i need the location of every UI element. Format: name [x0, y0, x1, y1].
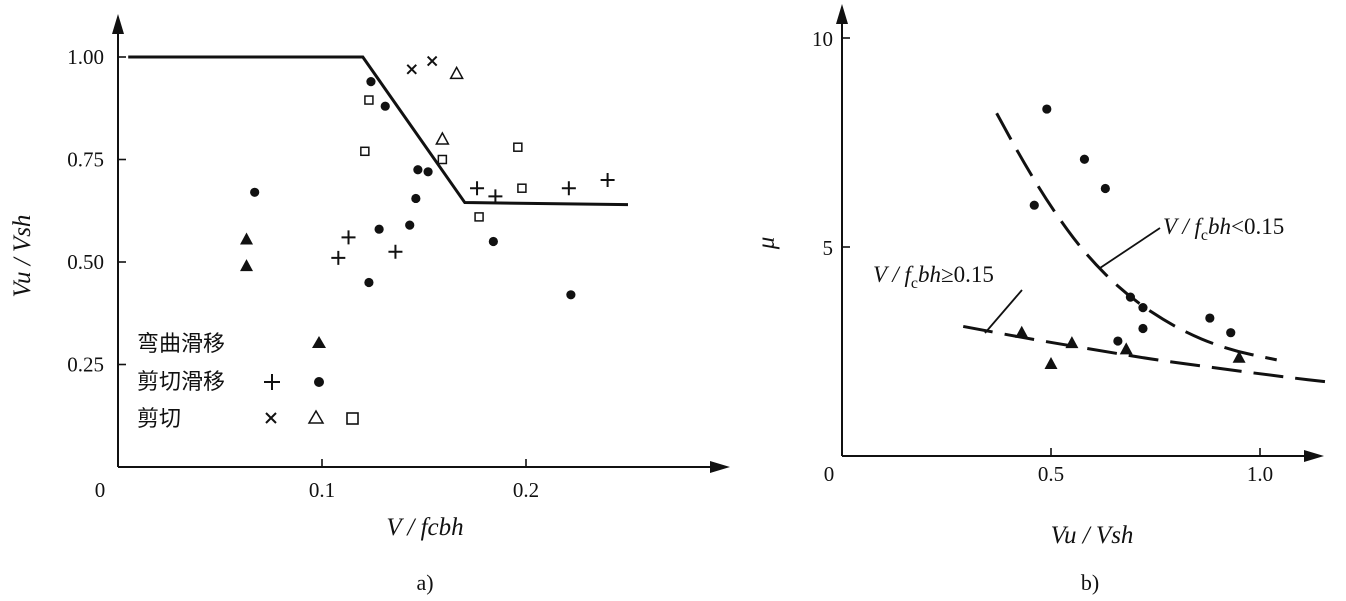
- data-point-open-square: [517, 183, 527, 193]
- chart-a-tick-labels: 0.25 0.50 0.75 1.00 0 0.1 0.2: [67, 45, 539, 502]
- data-point-filled-circle: [488, 236, 498, 247]
- data-point-filled-circle: [566, 290, 576, 300]
- data-point-filled-triangle: [1232, 350, 1246, 363]
- data-point-plus: [388, 244, 403, 259]
- chart-b-tick-labels: 5 10 0 0.5 1.0: [812, 27, 1273, 486]
- data-point-filled-triangle: [240, 259, 254, 272]
- legend-label-shear: 剪切: [137, 407, 181, 432]
- data-point-plus: [341, 230, 356, 245]
- lower-curve-label: V / fcbh≥0.15: [873, 262, 994, 292]
- data-point-plus: [331, 250, 346, 265]
- data-point-plus: [488, 189, 503, 204]
- legend-label-bend-slip: 弯曲滑移: [137, 332, 225, 357]
- y-tick-label: 5: [823, 236, 834, 260]
- data-point-x: [426, 55, 438, 67]
- data-point-filled-circle: [423, 167, 433, 177]
- data-point-filled-circle: [364, 277, 374, 288]
- x-tick-label: 0: [824, 462, 835, 486]
- data-point-plus: [600, 173, 615, 187]
- chart-b-ticks: [842, 37, 1261, 456]
- data-point-filled-circle: [1138, 323, 1148, 334]
- x-tick-label: 1.0: [1247, 462, 1273, 486]
- data-point-open-square: [513, 142, 523, 152]
- chart-a: 0.25 0.50 0.75 1.00 0 0.1 0.2 V / fcbh Vu / Vs…: [9, 14, 730, 595]
- legend-open-triangle-marker: [307, 409, 325, 424]
- x-tick-label: 0.2: [513, 478, 539, 502]
- chart-a-x-axis-arrow: [710, 461, 730, 473]
- data-point-filled-circle: [1113, 336, 1123, 346]
- data-point-filled-circle: [1079, 154, 1090, 164]
- x-tick-label: 0.5: [1038, 462, 1064, 486]
- chart-b-caption: b): [1081, 570, 1099, 595]
- data-point-filled-circle: [1226, 328, 1236, 338]
- chart-b-x-label: Vu / Vsh: [1051, 522, 1134, 549]
- chart-a-x-label: V / fcbh: [386, 514, 463, 541]
- data-point-filled-triangle: [1015, 325, 1029, 338]
- data-point-filled-circle: [1042, 104, 1052, 114]
- chart-b-curves: [962, 112, 1336, 385]
- chart-b-points: [1015, 104, 1246, 370]
- legend-label-shear-slip: 剪切滑移: [137, 370, 225, 395]
- data-point-filled-circle: [1205, 313, 1215, 323]
- legend-open-square-marker: [346, 412, 359, 425]
- legend-plus-marker: [264, 374, 280, 390]
- data-point-filled-circle: [413, 165, 423, 175]
- chart-a-caption: a): [416, 570, 433, 595]
- data-point-filled-circle: [250, 187, 260, 197]
- y-tick-label: 0.25: [67, 353, 104, 377]
- chart-b-x-axis-arrow: [1304, 450, 1324, 462]
- upper-dashed-curve: [995, 112, 1278, 362]
- chart-b-y-label: μ: [753, 237, 780, 251]
- data-point-open-square: [437, 154, 448, 165]
- y-tick-label: 0.75: [67, 148, 104, 172]
- data-point-open-square: [474, 212, 484, 222]
- upper-curve-label: V / fcbh<0.15: [1163, 214, 1284, 244]
- chart-a-points: [240, 55, 615, 300]
- x-tick-label: 0: [95, 478, 106, 502]
- chart-b-y-axis-arrow: [836, 4, 848, 24]
- data-point-open-square: [360, 146, 370, 157]
- data-point-plus: [470, 181, 485, 196]
- data-point-filled-circle: [1029, 200, 1039, 210]
- y-tick-label: 10: [812, 27, 833, 51]
- chart-a-ticks: [118, 56, 527, 467]
- legend-filled-triangle-marker: [312, 336, 326, 348]
- data-point-filled-circle: [380, 101, 390, 111]
- chart-a-envelope-line: [128, 55, 629, 207]
- data-point-filled-triangle: [1044, 357, 1058, 370]
- data-point-open-triangle: [435, 131, 450, 145]
- data-point-filled-circle: [1138, 303, 1148, 313]
- data-point-open-triangle: [449, 65, 464, 80]
- data-point-filled-triangle: [1119, 342, 1133, 355]
- y-tick-label: 1.00: [67, 45, 104, 69]
- legend-x-marker: [265, 412, 277, 424]
- chart-b: 5 10 0 0.5 1.0 V / fcbh<0.15 V / fcbh≥0.15 V…: [753, 4, 1336, 595]
- data-point-filled-circle: [366, 77, 376, 87]
- data-point-filled-circle: [411, 193, 421, 204]
- y-tick-label: 0.50: [67, 250, 104, 274]
- data-point-open-square: [364, 95, 374, 105]
- chart-a-legend: 弯曲滑移 剪切滑移 剪切: [137, 332, 359, 432]
- data-point-filled-triangle: [1065, 336, 1079, 349]
- lower-curve-leader-line: [984, 289, 1023, 334]
- legend-filled-circle-marker: [314, 377, 324, 387]
- data-point-filled-circle: [374, 224, 384, 234]
- data-point-filled-triangle: [240, 232, 254, 245]
- data-point-filled-circle: [1125, 292, 1136, 302]
- chart-a-y-axis-arrow: [112, 14, 124, 34]
- lower-dashed-curve: [962, 324, 1336, 385]
- data-point-filled-circle: [405, 220, 415, 230]
- x-tick-label: 0.1: [309, 478, 335, 502]
- upper-curve-leader-line: [1099, 227, 1161, 269]
- data-point-x: [406, 64, 417, 75]
- data-point-filled-circle: [1100, 183, 1110, 194]
- data-point-plus: [561, 181, 576, 196]
- chart-a-y-label: Vu / Vsh: [9, 215, 36, 298]
